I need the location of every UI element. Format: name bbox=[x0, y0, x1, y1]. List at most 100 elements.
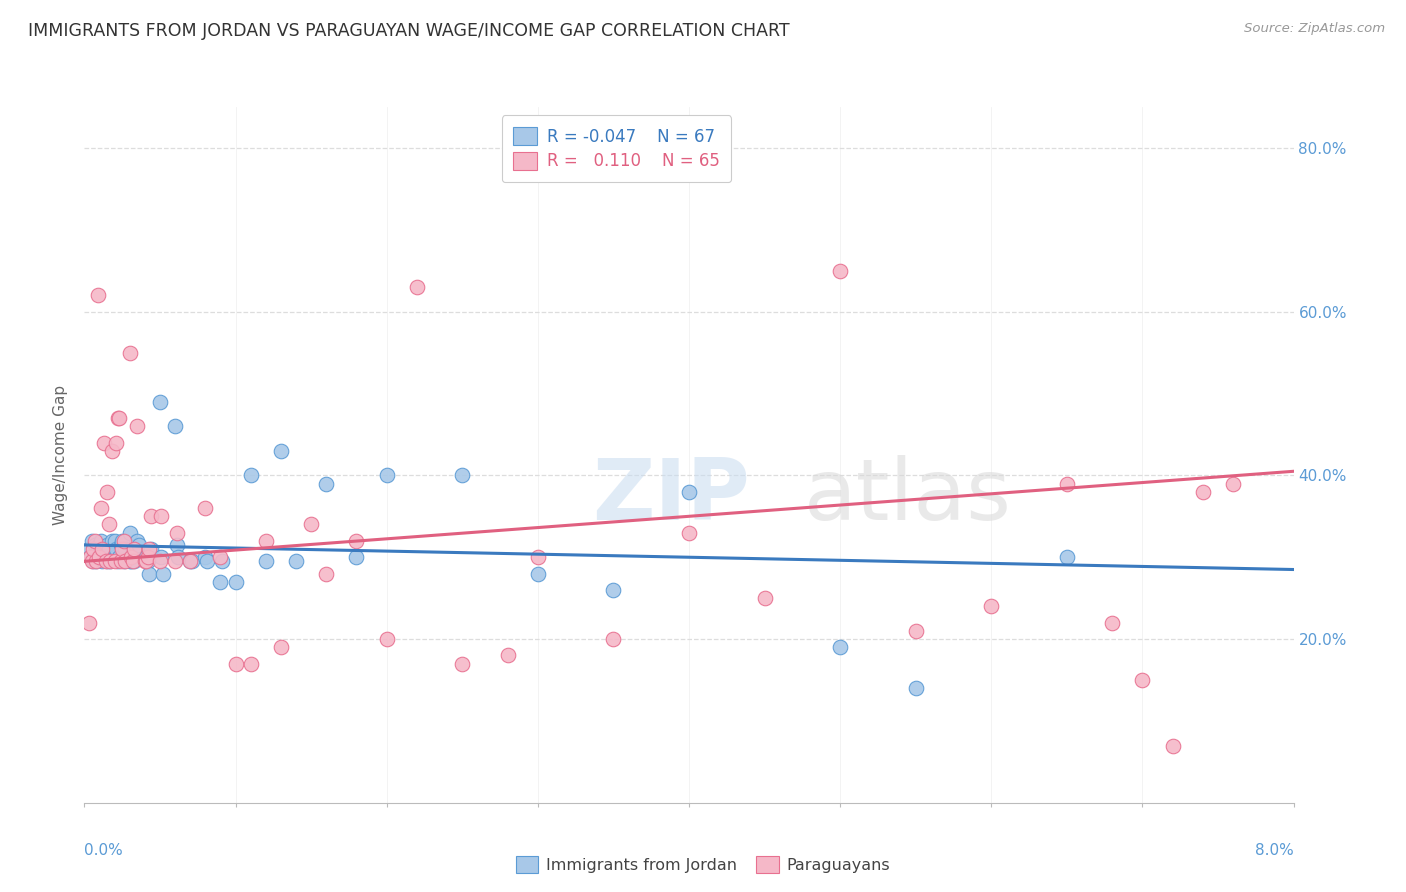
Text: 0.0%: 0.0% bbox=[84, 843, 124, 858]
Point bbox=[89, 550, 111, 565]
Point bbox=[89, 550, 111, 565]
Point bbox=[904, 681, 927, 696]
Point bbox=[111, 533, 134, 548]
Point bbox=[194, 550, 217, 565]
Point bbox=[166, 538, 188, 552]
Point bbox=[82, 542, 104, 557]
Point bbox=[79, 550, 101, 565]
Point bbox=[128, 538, 150, 552]
Point bbox=[346, 533, 368, 548]
Point bbox=[179, 554, 201, 568]
Point bbox=[87, 288, 110, 302]
Point bbox=[496, 648, 519, 663]
Point bbox=[111, 542, 134, 557]
Point bbox=[451, 657, 474, 671]
Point bbox=[165, 419, 187, 434]
Point bbox=[134, 554, 156, 568]
Point bbox=[451, 468, 474, 483]
Point bbox=[167, 550, 190, 565]
Y-axis label: Wage/Income Gap: Wage/Income Gap bbox=[53, 384, 69, 525]
Point bbox=[830, 264, 852, 278]
Point bbox=[79, 550, 101, 565]
Point bbox=[107, 554, 129, 568]
Point bbox=[1056, 476, 1078, 491]
Point bbox=[678, 484, 700, 499]
Text: IMMIGRANTS FROM JORDAN VS PARAGUAYAN WAGE/INCOME GAP CORRELATION CHART: IMMIGRANTS FROM JORDAN VS PARAGUAYAN WAG… bbox=[28, 22, 790, 40]
Point bbox=[94, 542, 117, 557]
Point bbox=[134, 550, 156, 565]
Point bbox=[104, 533, 127, 548]
Point bbox=[112, 554, 135, 568]
Point bbox=[122, 554, 145, 568]
Point bbox=[1056, 550, 1078, 565]
Point bbox=[138, 542, 160, 557]
Point bbox=[136, 554, 159, 568]
Point bbox=[136, 550, 159, 565]
Point bbox=[1161, 739, 1184, 753]
Point bbox=[315, 566, 337, 581]
Legend: R = -0.047    N = 67, R =   0.110    N = 65: R = -0.047 N = 67, R = 0.110 N = 65 bbox=[502, 115, 731, 182]
Point bbox=[108, 550, 131, 565]
Point bbox=[118, 345, 141, 359]
Point bbox=[94, 554, 117, 568]
Point bbox=[139, 509, 162, 524]
Point bbox=[527, 566, 550, 581]
Point bbox=[100, 443, 122, 458]
Point bbox=[1101, 615, 1123, 630]
Point bbox=[194, 501, 217, 516]
Point bbox=[211, 554, 233, 568]
Point bbox=[96, 538, 118, 552]
Point bbox=[96, 554, 118, 568]
Point bbox=[135, 550, 157, 565]
Point bbox=[375, 468, 398, 483]
Point bbox=[527, 550, 550, 565]
Point bbox=[114, 554, 136, 568]
Point bbox=[91, 542, 114, 557]
Point bbox=[1132, 673, 1154, 687]
Point bbox=[239, 657, 262, 671]
Point bbox=[118, 525, 141, 540]
Point bbox=[138, 566, 160, 581]
Legend: Immigrants from Jordan, Paraguayans: Immigrants from Jordan, Paraguayans bbox=[509, 849, 897, 880]
Point bbox=[80, 533, 103, 548]
Point bbox=[86, 554, 108, 568]
Point bbox=[84, 533, 107, 548]
Point bbox=[754, 591, 776, 606]
Point bbox=[904, 624, 927, 638]
Point bbox=[86, 554, 108, 568]
Point bbox=[122, 542, 145, 557]
Point bbox=[97, 542, 120, 557]
Point bbox=[149, 554, 172, 568]
Point bbox=[1192, 484, 1215, 499]
Point bbox=[346, 550, 368, 565]
Point bbox=[195, 554, 218, 568]
Point bbox=[285, 554, 308, 568]
Point bbox=[90, 533, 112, 548]
Point bbox=[239, 468, 262, 483]
Point bbox=[179, 554, 201, 568]
Point bbox=[135, 554, 157, 568]
Point bbox=[209, 550, 232, 565]
Point bbox=[209, 574, 232, 589]
Point bbox=[225, 574, 247, 589]
Point bbox=[110, 554, 132, 568]
Point bbox=[299, 517, 322, 532]
Point bbox=[114, 542, 136, 557]
Point bbox=[602, 632, 624, 646]
Point bbox=[112, 533, 135, 548]
Point bbox=[89, 538, 111, 552]
Point bbox=[120, 550, 142, 565]
Point bbox=[93, 435, 115, 450]
Point bbox=[98, 554, 121, 568]
Point bbox=[84, 538, 107, 552]
Point bbox=[254, 554, 277, 568]
Point bbox=[118, 554, 141, 568]
Point bbox=[127, 533, 149, 548]
Point bbox=[139, 542, 162, 557]
Point bbox=[150, 550, 173, 565]
Point bbox=[120, 554, 142, 568]
Text: ZIP: ZIP bbox=[592, 455, 749, 538]
Point bbox=[105, 542, 128, 557]
Point bbox=[166, 525, 188, 540]
Point bbox=[121, 554, 143, 568]
